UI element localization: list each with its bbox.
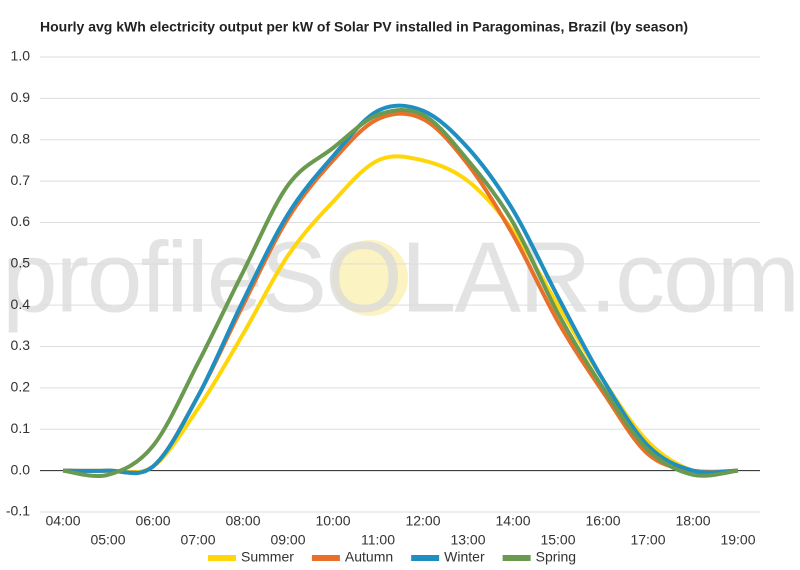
x-tick-label: 10:00 bbox=[315, 513, 350, 529]
y-tick-label: -0.1 bbox=[6, 503, 30, 519]
legend-swatch bbox=[311, 555, 340, 561]
x-tick-label: 09:00 bbox=[270, 532, 305, 548]
legend-swatch bbox=[208, 555, 236, 561]
y-tick-label: 0.4 bbox=[11, 296, 31, 312]
y-tick-label: 1.0 bbox=[11, 48, 31, 64]
y-tick-label: 0.2 bbox=[11, 379, 31, 395]
watermark-sun bbox=[332, 240, 408, 316]
x-tick-label: 19:00 bbox=[720, 532, 755, 548]
legend-label: Autumn bbox=[345, 549, 393, 565]
y-tick-label: 0.7 bbox=[11, 172, 31, 188]
y-tick-label: 0.6 bbox=[11, 213, 31, 229]
x-tick-label: 15:00 bbox=[540, 532, 575, 548]
x-tick-label: 05:00 bbox=[90, 532, 125, 548]
x-tick-label: 14:00 bbox=[495, 513, 530, 529]
series-line bbox=[62, 107, 739, 478]
x-tick-label: 08:00 bbox=[225, 513, 260, 529]
legend-label: Summer bbox=[241, 549, 294, 565]
x-tick-label: 04:00 bbox=[45, 513, 80, 529]
x-tick-label: 06:00 bbox=[135, 513, 170, 529]
legend-swatch bbox=[502, 555, 531, 561]
x-tick-label: 13:00 bbox=[450, 532, 485, 548]
chart-title: Hourly avg kWh electricity output per kW… bbox=[40, 19, 688, 35]
legend-label: Spring bbox=[536, 549, 576, 565]
watermark: profileSOLAR.com bbox=[2, 221, 798, 333]
series-line bbox=[62, 103, 739, 476]
y-tick-label: 0.1 bbox=[11, 420, 31, 436]
y-tick-label: 0.3 bbox=[11, 337, 31, 353]
x-tick-label: 07:00 bbox=[180, 532, 215, 548]
x-tick-label: 12:00 bbox=[405, 513, 440, 529]
y-tick-label: 0.9 bbox=[11, 89, 31, 105]
x-tick-label: 17:00 bbox=[630, 532, 665, 548]
x-tick-label: 18:00 bbox=[675, 513, 710, 529]
y-tick-label: 0.5 bbox=[11, 255, 31, 271]
legend-label: Winter bbox=[444, 549, 485, 565]
legend-swatch bbox=[411, 555, 440, 561]
x-tick-label: 11:00 bbox=[361, 532, 395, 548]
x-tick-label: 16:00 bbox=[585, 513, 620, 529]
y-tick-label: 0.8 bbox=[11, 130, 31, 146]
y-tick-label: 0.0 bbox=[11, 461, 31, 477]
